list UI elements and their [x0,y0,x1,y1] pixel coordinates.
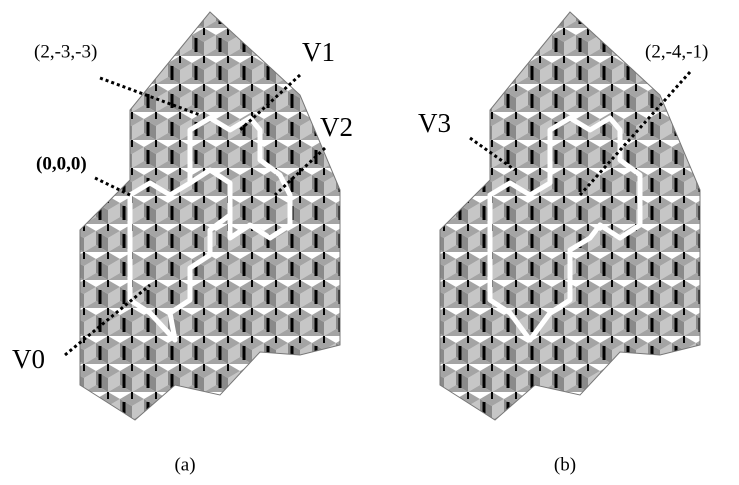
label: (2,-3,-3) [34,41,97,62]
caption: (b) [554,454,576,475]
label: V0 [12,344,45,374]
panel-a: (2,-3,-3) V1 V2 (0,0,0) V0 (a) [12,12,353,475]
label: V1 [302,37,335,67]
caption: (a) [174,454,195,475]
label: V3 [418,108,451,138]
cube-stack [80,12,340,420]
panel-b: V3 (2,-4,-1) (b) [418,12,708,475]
label: V2 [320,112,353,142]
figure: (2,-3,-3) V1 V2 (0,0,0) V0 (a) V3 (2,-4,… [0,0,739,485]
cube-stack [440,12,700,420]
label: (0,0,0) [36,153,87,174]
label: (2,-4,-1) [645,41,708,62]
